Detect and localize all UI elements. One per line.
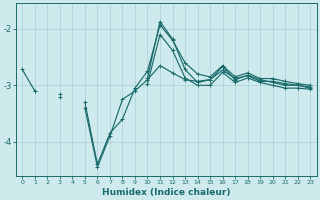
X-axis label: Humidex (Indice chaleur): Humidex (Indice chaleur)	[102, 188, 230, 197]
